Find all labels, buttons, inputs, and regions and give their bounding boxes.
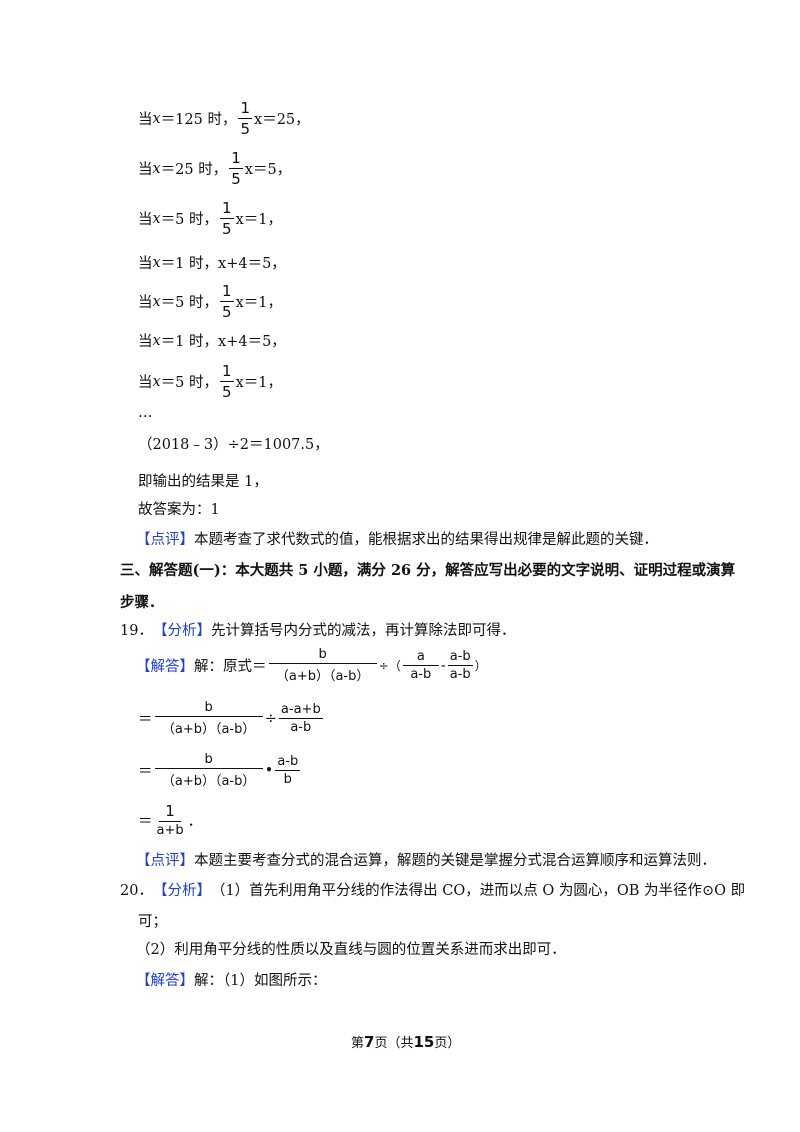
- equals: ＝: [138, 712, 153, 728]
- analysis-tag: 【分析】: [152, 883, 211, 899]
- fraction: b （a+b）（a-b）: [154, 700, 263, 737]
- step-line: 当 x ＝5 时， 1 5 x＝1，: [138, 362, 282, 401]
- page-footer: 第 7 页（共 15 页）: [351, 1032, 461, 1052]
- analysis-tag: 【分析】: [152, 623, 211, 639]
- divide-sign: ÷: [264, 710, 277, 727]
- review-line: 【点评】 本题考查了求代数式的值，能根据求出的结果得出规律是解此题的关键．: [136, 528, 658, 549]
- q19-solution-line1: 【解答】 解：原式＝ b （a+b）（a-b） ÷（ a a-b - a-b a-b ）: [136, 647, 487, 684]
- analysis-text: 先计算括号内分式的减法，再计算除法即可得．: [210, 623, 516, 639]
- fraction: a a-b: [402, 649, 439, 682]
- q19-analysis: 19． 【分析】 先计算括号内分式的减法，再计算除法即可得．: [120, 619, 515, 640]
- analysis-text: （1）首先利用角平分线的作法得出 CO，进而以点 O 为圆心，OB 为半径作⊙O…: [210, 883, 746, 899]
- page-number: 7: [364, 1032, 375, 1051]
- output-line: 即输出的结果是 1，: [138, 474, 268, 490]
- fraction: a-b a-b: [447, 649, 473, 682]
- divide-sign: ÷（: [378, 659, 401, 673]
- step-line: 当 x ＝5 时， 1 5 x＝1，: [138, 282, 282, 321]
- total-pages: 15: [413, 1032, 435, 1051]
- calc-line: （2018﹣3）÷2＝1007.5，: [138, 437, 329, 453]
- period: ．: [187, 813, 203, 830]
- section-heading-cont: 步骤．: [120, 594, 164, 611]
- minus-sign: -: [440, 657, 446, 674]
- fraction: a-b b: [275, 754, 301, 787]
- q20-solution: 【解答】 解：（1）如图所示：: [136, 969, 326, 990]
- step-line: 当 x ＝1 时， x+4＝5，: [138, 332, 286, 351]
- step-line: 当 x ＝5 时， 1 5 x＝1，: [138, 199, 282, 238]
- question-number: 19．: [120, 623, 153, 639]
- question-number: 20．: [120, 883, 153, 899]
- solution-tag: 【解答】: [136, 659, 194, 675]
- section-heading: 三、解答题(一)：本大题共 5 小题，满分 26 分，解答应写出必要的文字说明、…: [120, 562, 736, 579]
- equals: ＝: [138, 764, 153, 780]
- fraction: a-a+b a-b: [278, 702, 323, 735]
- review-text: 本题考查了求代数式的值，能根据求出的结果得出规律是解此题的关键．: [194, 532, 658, 548]
- q19-step2: ＝ b （a+b）（a-b） ÷ a-a+b a-b: [138, 700, 325, 737]
- review-text: 本题主要考查分式的混合运算，解题的关键是掌握分式混合运算顺序和运算法则．: [194, 853, 716, 869]
- solution-tag: 【解答】: [136, 973, 194, 989]
- fraction: b （a+b）（a-b）: [268, 647, 377, 684]
- q20-analysis-cont: 可；: [138, 914, 167, 930]
- multiply-dot: •: [264, 762, 274, 779]
- q19-step3: ＝ b （a+b）（a-b） • a-b b: [138, 752, 302, 789]
- solution-text: 解：（1）如图所示：: [194, 973, 327, 989]
- fraction: 1 a+b: [156, 802, 184, 838]
- ellipsis: …: [138, 405, 153, 421]
- q19-result: ＝ 1 a+b ．: [138, 802, 202, 838]
- fraction: b （a+b）（a-b）: [154, 752, 263, 789]
- solution-prefix: 解：原式＝: [194, 659, 267, 675]
- q20-analysis-part2: （2）利用角平分线的性质以及直线与圆的位置关系进而求出即可．: [136, 942, 566, 958]
- review-tag: 【点评】: [136, 532, 194, 548]
- answer-line: 故答案为：1: [138, 502, 220, 518]
- step-line: 当 x ＝1 时， x+4＝5，: [138, 254, 286, 273]
- review-tag: 【点评】: [136, 853, 194, 869]
- close-paren: ）: [474, 659, 487, 673]
- step-line: 当 x ＝25 时， 1 5 x＝5，: [138, 149, 292, 188]
- q20-analysis: 20． 【分析】 （1）首先利用角平分线的作法得出 CO，进而以点 O 为圆心，OB…: [120, 879, 745, 900]
- equals: ＝: [138, 813, 153, 830]
- q19-review: 【点评】 本题主要考查分式的混合运算，解题的关键是掌握分式混合运算顺序和运算法则．: [136, 849, 716, 870]
- step-line: 当 x ＝125 时， 1 5 x＝25，: [138, 99, 310, 138]
